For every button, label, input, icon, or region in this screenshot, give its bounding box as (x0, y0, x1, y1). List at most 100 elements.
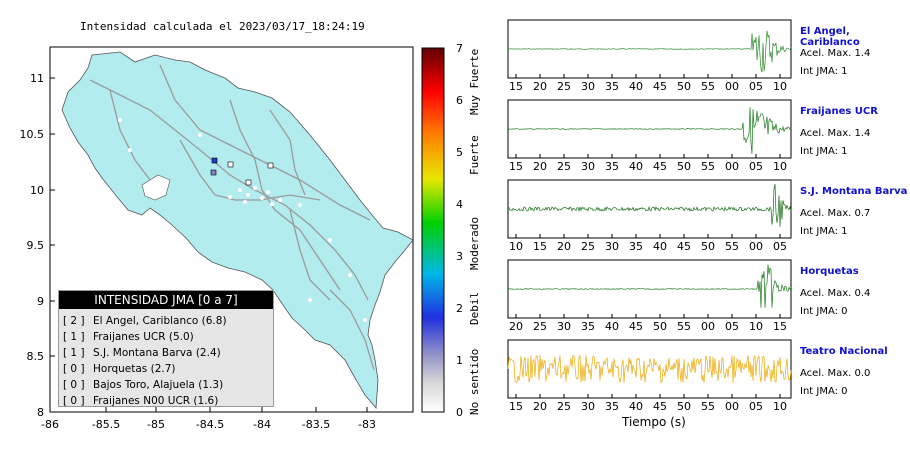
trace-tick-label: 45 (653, 80, 667, 93)
station-bajos-toro (227, 161, 234, 168)
intensity-colorbar (421, 47, 445, 413)
station-name: Teatro Nacional (800, 346, 888, 357)
trace-tick-label: 55 (701, 400, 715, 413)
seismogram-waveform (507, 107, 792, 154)
trace-tick-label: 30 (557, 320, 571, 333)
colorbar-tick-label: 5 (456, 146, 463, 159)
legend-station-label: Horquetas (2.7) (93, 363, 176, 375)
legend-level: [ 0 ] (63, 379, 85, 391)
trace-tick-label: 05 (725, 320, 739, 333)
trace-tick-label: 10 (509, 240, 523, 253)
trace-tick-label: 25 (557, 160, 571, 173)
trace-tick-label: 55 (701, 160, 715, 173)
trace-tick-label: 50 (677, 80, 691, 93)
trace-tick-label: 15 (509, 160, 523, 173)
legend-station-label: Fraijanes UCR (5.0) (93, 331, 194, 343)
x-tick-label: -84.5 (196, 418, 224, 431)
station-name: El Angel, Cariblanco (800, 26, 860, 48)
y-tick-label: 11 (30, 72, 44, 85)
colorbar-word-label: Fuerte (468, 135, 481, 175)
legend-level: [ 0 ] (63, 363, 85, 375)
trace-tick-label: 15 (509, 80, 523, 93)
trace-tick-label: 25 (533, 320, 547, 333)
trace-tick-label: 30 (581, 400, 595, 413)
trace-tick-label: 00 (725, 160, 739, 173)
legend-level: [ 1 ] (63, 331, 85, 343)
trace-tick-label: 20 (509, 320, 523, 333)
station-barva (245, 179, 252, 186)
y-tick-label: 10.5 (20, 128, 45, 141)
colorbar-tick-label: 7 (456, 42, 463, 55)
legend-station-label: El Angel, Cariblanco (6.8) (93, 315, 227, 327)
trace-tick-label: 20 (533, 160, 547, 173)
trace-tick-label: 40 (605, 320, 619, 333)
station-jma-intensity: Int JMA: 1 (800, 66, 848, 77)
x-tick-label: -83 (358, 418, 376, 431)
trace-tick-label: 20 (557, 240, 571, 253)
station-fraijanes (210, 169, 217, 176)
station-name: Fraijanes UCR (800, 106, 878, 117)
x-tick-label: -83.5 (302, 418, 330, 431)
y-tick-label: 8 (37, 406, 44, 419)
map-title: Intensidad calculada el 2023/03/17_18:24… (80, 20, 365, 33)
station-jma-intensity: Int JMA: 0 (800, 386, 848, 397)
y-tick-label: 9.5 (27, 239, 45, 252)
trace-tick-label: 25 (557, 400, 571, 413)
trace-tick-label: 10 (749, 320, 763, 333)
trace-tick-label: 40 (629, 400, 643, 413)
legend-item: [ 1 ] S.J. Montana Barva (2.4) (63, 345, 273, 361)
legend-level: [ 1 ] (63, 347, 85, 359)
trace-tick-label: 15 (533, 240, 547, 253)
colorbar-tick-label: 1 (456, 354, 463, 367)
station-jma-intensity: Int JMA: 0 (800, 306, 848, 317)
x-tick-label: -85 (147, 418, 165, 431)
station-accel-max: Acel. Max. 0.7 (800, 208, 871, 219)
trace-tick-label: 35 (605, 160, 619, 173)
colorbar-word-label: Moderado (468, 217, 481, 270)
legend-title: INTENSIDAD JMA [0 a 7] (59, 291, 273, 309)
trace-tick-label: 40 (629, 160, 643, 173)
trace-tick-label: 30 (581, 80, 595, 93)
colorbar-word-label: Debil (468, 291, 481, 325)
gulf-nicoya (141, 174, 171, 201)
trace-tick-label: 50 (701, 240, 715, 253)
trace-tick-label: 10 (773, 160, 787, 173)
station-jma-intensity: Int JMA: 1 (800, 146, 848, 157)
seismogram-waveform (508, 30, 792, 73)
trace-tick-label: 45 (653, 400, 667, 413)
trace-tick-label: 50 (677, 160, 691, 173)
legend-level: [ 0 ] (63, 395, 85, 407)
legend-item: [ 2 ] El Angel, Cariblanco (6.8) (63, 313, 273, 329)
seismogram-waveform (507, 354, 792, 384)
trace-tick-label: 50 (653, 320, 667, 333)
x-tick-label: -84 (253, 418, 271, 431)
trace-tick-label: 05 (749, 160, 763, 173)
trace-tick-label: 25 (557, 80, 571, 93)
station-accel-max: Acel. Max. 0.0 (800, 368, 871, 379)
trace-tick-label: 35 (605, 80, 619, 93)
trace-tick-label: 35 (581, 320, 595, 333)
x-tick-label: -86 (41, 418, 59, 431)
trace-tick-label: 45 (653, 160, 667, 173)
trace-tick-label: 00 (701, 320, 715, 333)
station-el-angel (211, 157, 218, 164)
colorbar-word-label: No sentido (468, 348, 481, 415)
trace-tick-label: 40 (653, 240, 667, 253)
trace-tick-label: 05 (773, 240, 787, 253)
trace-tick-label: 55 (725, 240, 739, 253)
station-horquetas (267, 162, 274, 169)
roads (89, 64, 375, 371)
trace-tick-label: 30 (581, 160, 595, 173)
trace-tick-label: 55 (677, 320, 691, 333)
colorbar-tick-label: 0 (456, 406, 463, 419)
station-name: Horquetas (800, 266, 859, 277)
y-tick-label: 9 (37, 295, 44, 308)
seismogram-waveform (507, 183, 792, 227)
legend-item: [ 0 ] Bajos Toro, Alajuela (1.3) (63, 377, 273, 393)
station-jma-intensity: Int JMA: 1 (800, 226, 848, 237)
station-accel-max: Acel. Max. 1.4 (800, 48, 871, 59)
y-tick-label: 10 (30, 184, 44, 197)
trace-tick-label: 30 (605, 240, 619, 253)
trace-tick-label: 40 (629, 80, 643, 93)
trace-tick-label: 35 (605, 400, 619, 413)
